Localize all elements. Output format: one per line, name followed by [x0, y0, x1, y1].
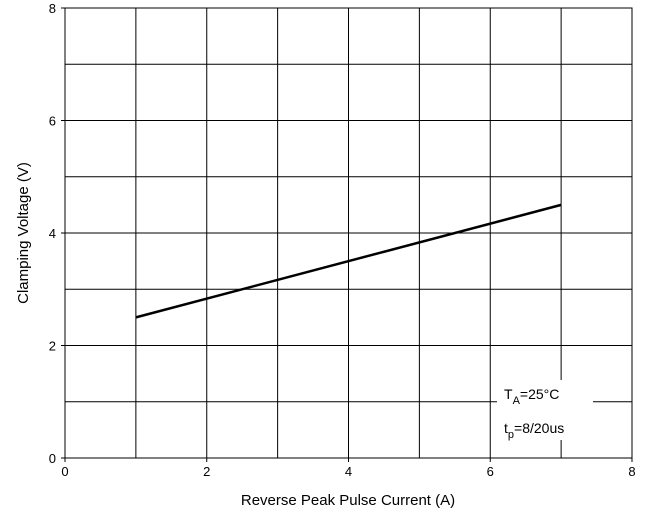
data-line: [135, 203, 562, 319]
annotation-part: =8/20us: [514, 420, 564, 436]
x-axis-title: Reverse Peak Pulse Current (A): [241, 492, 455, 509]
y-tick-label: 4: [49, 226, 56, 241]
x-tick-label: 6: [487, 464, 494, 479]
annotation-sub: A: [513, 395, 521, 407]
y-tick-label: 2: [49, 339, 56, 354]
annotation-part: t: [504, 420, 508, 436]
x-tick-label: 8: [628, 464, 635, 479]
y-tick-label: 6: [49, 114, 56, 129]
y-axis-title: Clamping Voltage (V): [15, 162, 32, 304]
x-tick-label: 4: [345, 464, 352, 479]
y-tick-label: 0: [49, 451, 56, 466]
annotation: tp=8/20us: [504, 420, 564, 441]
annotation-part: T: [504, 386, 513, 402]
annotation-bg: [497, 380, 593, 440]
x-tick-label: 0: [61, 464, 68, 479]
y-tick-label: 8: [49, 1, 56, 16]
annotation-part: =25°C: [520, 386, 559, 402]
x-tick-label: 2: [203, 464, 210, 479]
annotation: TA=25°C: [504, 386, 559, 407]
annotation-sub: p: [508, 429, 514, 441]
